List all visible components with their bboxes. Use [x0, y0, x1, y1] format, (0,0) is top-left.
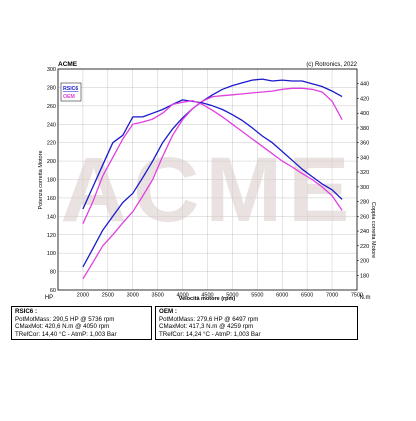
plot-frame [57, 68, 358, 291]
rsic6-max-torque: CMaxMot: 420,6 N.m @ 4050 rpm [15, 323, 110, 331]
y-right-tick-label: 180 [360, 273, 369, 279]
brand-label: ACME [58, 61, 78, 68]
x-tick-label: 7000 [326, 293, 338, 299]
y-left-tick-label: 80 [50, 270, 56, 276]
legend: RSIC6 OEM [60, 82, 82, 102]
y-left-tick-label: 120 [47, 233, 56, 239]
y-right-tick-label: 420 [360, 96, 369, 102]
y-left-tick-label: 180 [47, 178, 56, 184]
legend-box [60, 82, 82, 102]
y-right-tick-label: 320 [360, 170, 369, 176]
oem-conditions: TRefCor: 14,24 °C - AtmP: 1,003 Bar [159, 330, 261, 338]
y-left-tick-label: 100 [47, 251, 56, 257]
x-tick-label: 4500 [201, 293, 213, 299]
x-tick-label: 6000 [276, 293, 288, 299]
x-axis-title: Velocità motore (rpm) [179, 296, 236, 302]
y-right-tick-label: 200 [360, 259, 369, 265]
y-left-tick-label: 220 [47, 141, 56, 147]
y-left-tick-label: 240 [47, 122, 56, 128]
y-right-tick-label: 280 [360, 200, 369, 206]
y-right-tick-label: 240 [360, 229, 369, 235]
y-right-axis-title: Coppia corretta Motore [370, 202, 376, 258]
x-tick-label: 5000 [226, 293, 238, 299]
x-tick-label: 3500 [152, 293, 164, 299]
grid [58, 69, 357, 290]
y-left-tick-label: 260 [47, 104, 56, 110]
series-line-oem-torque [82, 100, 343, 224]
y-right-tick-label: 440 [360, 82, 369, 88]
y-right-tick-label: 300 [360, 185, 369, 191]
oem-summary-box: OEM : PotMotMass: 279,6 HP @ 6497 rpm CM… [155, 306, 358, 340]
oem-max-power: PotMotMass: 279,6 HP @ 6497 rpm [159, 315, 259, 323]
x-tick-label: 4000 [176, 293, 188, 299]
x-tick-label: 7500 [351, 293, 363, 299]
oem-summary-title: OEM : [159, 308, 177, 315]
x-tick-label: 3000 [127, 293, 139, 299]
x-tick-label: 2500 [102, 293, 114, 299]
axes: 2000 2500 3000 3500 4000 4500 5000 5500 6000 6500… [47, 67, 369, 299]
x-tick-label: 6500 [301, 293, 313, 299]
y-left-tick-label: 200 [47, 159, 56, 165]
rsic6-max-power: PotMotMass: 290,5 HP @ 5736 rpm [15, 315, 115, 323]
y-right-tick-label: 260 [360, 214, 369, 220]
rsic6-summary-box: RSIC6 : PotMotMass: 290,5 HP @ 5736 rpm … [11, 306, 152, 340]
series-line-rsic6-torque [82, 99, 343, 210]
x-tick-label: 5500 [251, 293, 263, 299]
y-left-tick-label: 280 [47, 85, 56, 91]
y-right-tick-label: 400 [360, 111, 369, 117]
y-left-tick-label: 140 [47, 214, 56, 220]
y-right-tick-label: 220 [360, 244, 369, 250]
series-line-oem-power [82, 87, 343, 280]
copyright-label: (c) Rotronics, 2022 [306, 62, 357, 68]
rsic6-summary-title: RSIC6 : [15, 308, 38, 315]
y-left-tick-label: 60 [50, 288, 56, 294]
oem-max-torque: CMaxMot: 417,3 N.m @ 4259 rpm [159, 323, 254, 331]
y-left-tick-label: 160 [47, 196, 56, 202]
y-right-tick-label: 340 [360, 155, 369, 161]
series-line-rsic6-power [82, 78, 343, 268]
rsic6-conditions: TRefCor: 14,40 °C - AtmP: 1,003 Bar [15, 330, 117, 338]
y-right-unit: N.m [360, 295, 371, 301]
x-tick-label: 2000 [77, 293, 89, 299]
y-right-tick-label: 380 [360, 126, 369, 132]
series-lines [82, 78, 343, 280]
y-left-tick-label: 300 [47, 67, 56, 73]
y-left-axis-title: Potenza corretta Motore [38, 150, 44, 209]
y-right-tick-label: 360 [360, 141, 369, 147]
y-left-unit: HP [45, 295, 53, 301]
legend-oem-label: OEM [63, 94, 75, 100]
legend-rsic6-label: RSIC6 [63, 86, 78, 92]
watermark: ACME [61, 139, 356, 241]
